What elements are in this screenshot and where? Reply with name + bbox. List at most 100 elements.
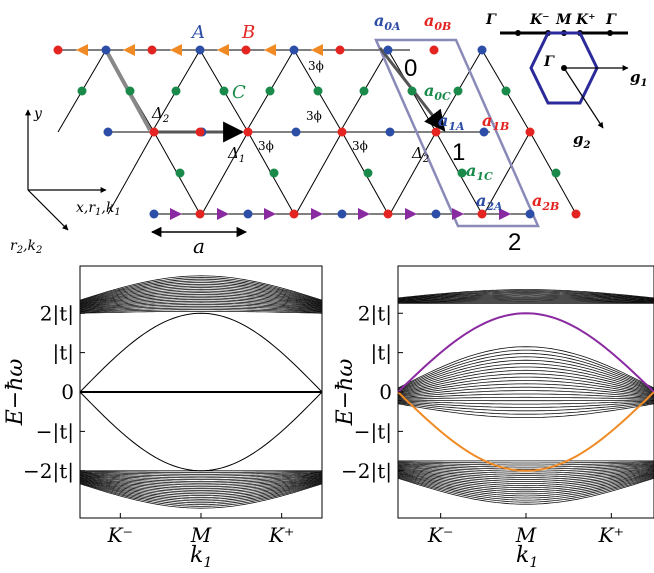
x-tick-label: K⁺ — [268, 523, 295, 547]
x-tick-label: M — [515, 523, 537, 547]
flux-arrows — [76, 44, 511, 220]
upper-bulk-band — [397, 297, 654, 302]
y-tick-label: |t| — [52, 341, 74, 366]
lower-bulk-band — [397, 467, 654, 480]
middle-bulk-band — [397, 356, 654, 391]
right-spectrum-plot: 2|t| |t| 0 −|t| −2|t| K⁻ M K⁺ E−ħω k1 — [333, 265, 654, 571]
upper-bulk-band — [79, 285, 323, 305]
upper-bulk-band — [79, 278, 323, 302]
site-c — [219, 86, 229, 96]
axis-y-label: y — [33, 106, 43, 122]
label-3phi-3: 3ϕ — [258, 139, 274, 153]
label-lattice-const: a — [193, 234, 205, 258]
site-b — [53, 45, 63, 55]
lower-bulk-band — [397, 463, 654, 468]
label-cell-0: 0 — [404, 55, 417, 82]
orange-arrow — [123, 44, 135, 56]
site-b — [195, 209, 205, 219]
site-c — [269, 168, 279, 178]
upper-bulk-band — [79, 302, 323, 311]
site-a — [383, 45, 393, 55]
left-x-ticks: K⁻ M K⁺ — [107, 513, 295, 547]
middle-bulk-band — [397, 380, 654, 396]
site-c — [457, 168, 467, 178]
site-b — [525, 127, 535, 137]
site-b — [571, 209, 581, 219]
g2-arrow — [563, 67, 604, 129]
site-c — [313, 86, 323, 96]
bz-label-kplus: K⁺ — [575, 12, 596, 28]
bz-hexagon — [529, 31, 599, 105]
orange-arrow — [217, 44, 229, 56]
y-tick-label: 0 — [379, 380, 392, 404]
y-tick-label: −2|t| — [341, 459, 392, 484]
site-b — [149, 127, 159, 137]
middle-bulk-band — [397, 376, 654, 396]
left-y-ticks: 2|t| |t| 0 −|t| −2|t| — [23, 301, 85, 484]
label-sub-b: B — [241, 22, 255, 43]
upper-bulk-band — [79, 283, 323, 304]
lower-bulk-band — [397, 467, 654, 478]
label-3phi-1: 3ϕ — [308, 59, 324, 73]
label-delta1: Δ1 — [227, 144, 245, 165]
lower-bulk-band — [79, 476, 323, 488]
label-a0b: a0B — [424, 11, 451, 33]
edge-state-lower — [79, 391, 323, 472]
label-g1: g1 — [630, 68, 647, 89]
lower-bulk-band — [79, 482, 323, 507]
upper-bulk-band — [79, 294, 323, 308]
orange-arrow — [170, 44, 182, 56]
upper-bulk-band — [79, 300, 323, 310]
label-3phi-2: 3ϕ — [306, 109, 322, 123]
site-a — [385, 127, 395, 137]
axis-diag-label: r2,k2 — [10, 238, 42, 256]
coordinate-axes — [25, 109, 107, 231]
site-c — [125, 86, 135, 96]
middle-bulk-band — [397, 366, 654, 393]
lower-bulk-band — [79, 472, 323, 477]
upper-bulk-band — [397, 292, 654, 300]
edge-state-upper — [79, 312, 323, 393]
upper-bulk-band — [397, 296, 654, 302]
label-cell-2: 2 — [508, 229, 521, 256]
upper-bulk-band — [397, 299, 654, 303]
lower-bulk-band — [79, 483, 323, 509]
y-tick-label: 2|t| — [358, 301, 392, 326]
middle-bulk-band — [397, 390, 654, 399]
lower-bulk-band — [397, 477, 654, 503]
site-c — [77, 86, 87, 96]
lower-bulk-band — [397, 465, 654, 474]
label-a0a: a0A — [374, 11, 401, 33]
x-tick-label: M — [190, 523, 212, 547]
site-b — [431, 127, 441, 137]
label-g2: g2 — [573, 130, 591, 151]
lower-bulk-band — [79, 474, 323, 484]
lattice-sites — [53, 45, 581, 219]
right-xlabel: k1 — [516, 543, 538, 571]
middle-bulk-band — [397, 401, 654, 412]
purple-arrow — [264, 208, 276, 220]
site-b — [429, 45, 439, 55]
label-a1c: a1C — [466, 161, 493, 183]
site-b — [243, 127, 253, 137]
right-ylabel: E−ħω — [333, 359, 358, 427]
purple-arrow — [499, 208, 511, 220]
lower-bulk-band — [397, 476, 654, 501]
upper-bulk-band — [397, 293, 654, 300]
upper-bulk-band — [397, 290, 654, 299]
site-c — [453, 86, 463, 96]
upper-bulk-band — [79, 297, 323, 309]
label-a1b: a1B — [482, 111, 509, 133]
site-b — [241, 45, 251, 55]
middle-bulk-band — [397, 346, 654, 389]
y-tick-label: −|t| — [354, 419, 392, 444]
edge-state-purple — [397, 312, 654, 393]
lower-bulk-band — [397, 461, 654, 464]
x-tick-label: K⁻ — [427, 523, 454, 547]
upper-bulk-band — [79, 299, 323, 310]
lower-bulk-band — [397, 472, 654, 491]
site-a — [243, 209, 253, 219]
site-a — [291, 127, 301, 137]
x-tick-label: K⁺ — [598, 523, 625, 547]
